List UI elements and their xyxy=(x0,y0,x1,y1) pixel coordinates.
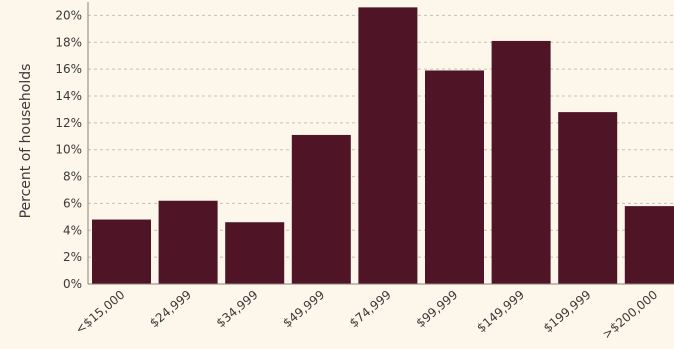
bar xyxy=(225,222,285,284)
y-tick-label: 8% xyxy=(63,170,82,184)
bar xyxy=(358,7,418,284)
y-tick-label: 0% xyxy=(63,277,82,291)
x-tick-label: $74,999 xyxy=(347,288,394,331)
bar xyxy=(624,206,674,284)
x-tick-label: <$15,000 xyxy=(73,288,128,337)
bar xyxy=(158,200,218,284)
bar xyxy=(291,134,351,284)
y-tick-label: 18% xyxy=(55,35,82,49)
bar xyxy=(558,112,618,284)
bars xyxy=(92,7,674,284)
bar xyxy=(491,40,551,284)
y-tick-label: 20% xyxy=(55,8,82,22)
y-axis-title: Percent of households xyxy=(18,64,34,219)
y-tick-label: 12% xyxy=(55,116,82,130)
x-tick-label: $99,999 xyxy=(413,288,460,331)
x-tick-label: $24,999 xyxy=(147,288,194,331)
x-axis-ticks: <$15,000 $24,999 $34,999 $49,999 $74,999 $99,… xyxy=(73,288,661,342)
x-tick-label: $49,999 xyxy=(280,288,327,331)
y-tick-label: 4% xyxy=(63,223,82,237)
x-tick-label: $34,999 xyxy=(214,288,261,331)
x-tick-label: $199,999 xyxy=(541,288,594,336)
y-axis-ticks: 0% 2% 4% 6% 8% 10% 12% 14% 16% 18% 20% xyxy=(55,8,82,291)
x-tick-label: $149,999 xyxy=(474,288,527,336)
x-tick-label: >$200,000 xyxy=(600,288,661,342)
bar xyxy=(425,70,484,284)
bar xyxy=(92,219,151,284)
y-tick-label: 16% xyxy=(55,62,82,76)
y-tick-label: 14% xyxy=(55,89,82,103)
y-tick-label: 2% xyxy=(63,250,82,264)
y-tick-label: 10% xyxy=(55,143,82,157)
y-tick-label: 6% xyxy=(63,196,82,210)
